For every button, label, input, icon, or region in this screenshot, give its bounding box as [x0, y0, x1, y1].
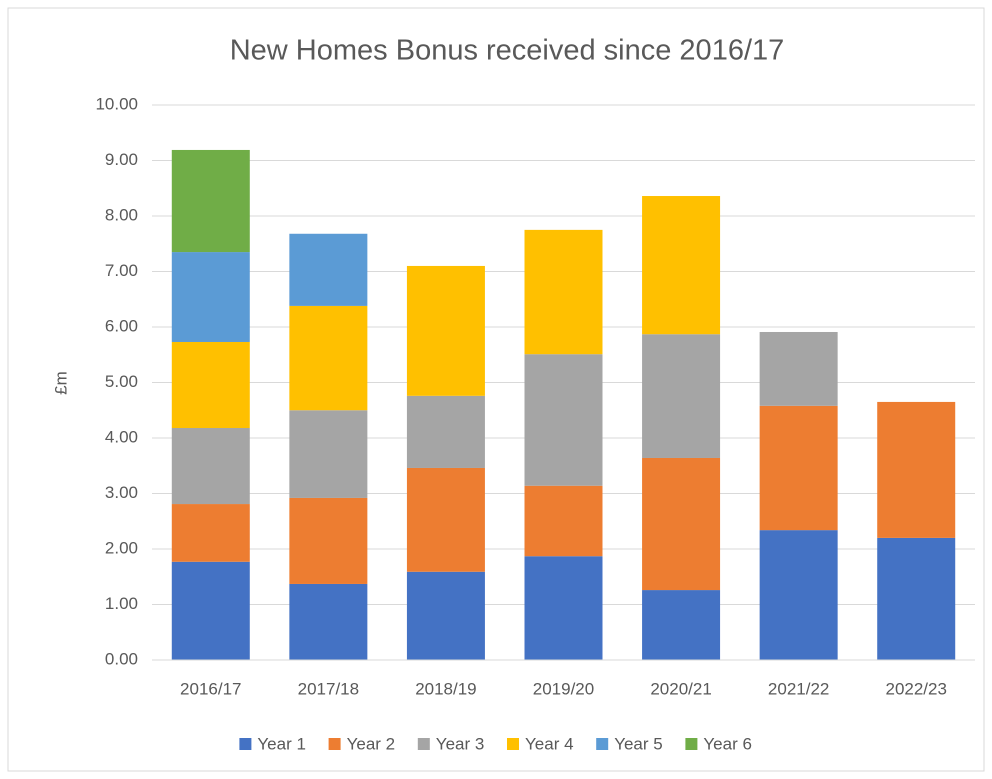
bar-segment [171, 252, 250, 342]
bar-segment [406, 571, 485, 660]
y-tick-label: 8.00 [105, 205, 138, 224]
x-tick-label: 2018/19 [415, 679, 476, 698]
legend-label: Year 5 [614, 734, 663, 753]
y-tick-label: 1.00 [105, 594, 138, 613]
y-tick-label: 5.00 [105, 372, 138, 391]
bar-segment [171, 149, 250, 253]
y-tick-label: 10.00 [95, 94, 138, 113]
x-tick-label: 2020/21 [650, 679, 711, 698]
bar-segment [642, 590, 721, 660]
legend-swatch [596, 738, 609, 750]
bar-segment [759, 331, 838, 406]
bar-segment [289, 233, 368, 306]
legend-label: Year 6 [703, 734, 752, 753]
bar-segment [171, 561, 250, 660]
bar-segment [171, 341, 250, 429]
bar-segment [289, 305, 368, 411]
legend-swatch [417, 738, 430, 750]
y-axis-label: £m [51, 371, 70, 395]
legend-swatch [685, 738, 698, 750]
bar-segment [524, 229, 603, 355]
bar-segment [759, 530, 838, 660]
bar-segment [171, 428, 250, 505]
y-tick-label: 2.00 [105, 538, 138, 557]
legend-label: Year 1 [257, 734, 306, 753]
y-tick-label: 3.00 [105, 483, 138, 502]
y-tick-label: 4.00 [105, 427, 138, 446]
legend-swatch [239, 738, 252, 750]
bar-segment [406, 395, 485, 468]
x-tick-label: 2016/17 [180, 679, 241, 698]
y-tick-label: 0.00 [105, 649, 138, 668]
legend-swatch [328, 738, 341, 750]
bar-segment [289, 410, 368, 498]
bar-segment [289, 583, 368, 660]
legend-label: Year 4 [525, 734, 574, 753]
bar-segment [642, 457, 721, 591]
legend-label: Year 3 [436, 734, 485, 753]
bar-segment [524, 354, 603, 486]
legend-label: Year 2 [347, 734, 396, 753]
bar-segment [877, 537, 956, 660]
y-tick-label: 9.00 [105, 150, 138, 169]
y-tick-label: 7.00 [105, 261, 138, 280]
x-tick-label: 2022/23 [885, 679, 946, 698]
bar-segment [877, 401, 956, 538]
bar-segment [406, 265, 485, 396]
legend-swatch [507, 738, 519, 750]
x-tick-label: 2021/22 [768, 679, 829, 698]
x-tick-label: 2019/20 [533, 679, 594, 698]
x-tick-label: 2017/18 [298, 679, 359, 698]
y-tick-label: 6.00 [105, 316, 138, 335]
bar-segment [524, 556, 603, 660]
bar-segment [524, 485, 603, 557]
bar-segment [406, 467, 485, 572]
bar-segment [642, 196, 721, 335]
bar-segment [289, 497, 368, 584]
bar-segment [171, 504, 250, 562]
chart-title: New Homes Bonus received since 2016/17 [230, 35, 785, 67]
bar-segment [759, 405, 838, 531]
bar-segment [642, 334, 721, 458]
